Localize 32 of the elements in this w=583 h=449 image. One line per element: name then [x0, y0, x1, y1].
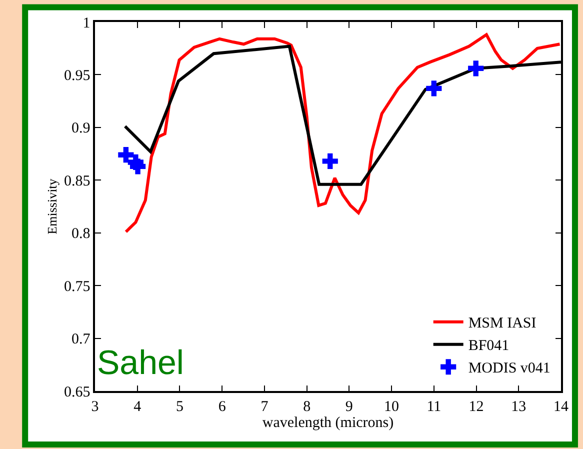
legend-label: MODIS v041	[468, 360, 550, 377]
annotation: Sahel	[97, 344, 184, 382]
x-tick-label: 10	[384, 398, 400, 415]
point	[468, 60, 484, 76]
x-tick-label: 14	[554, 398, 569, 415]
x-tick-label: 13	[511, 398, 526, 415]
point	[130, 158, 146, 174]
y-tick-label: 0.9	[72, 120, 90, 137]
x-axis-title: wavelength (microns)	[262, 414, 394, 431]
y-tick-label: 0.65	[64, 384, 90, 400]
x-tick-label: 7	[260, 398, 269, 415]
x-tick-label: 3	[91, 398, 99, 415]
x-tick-label: 4	[134, 398, 142, 415]
point	[426, 80, 442, 96]
y-tick-label: 1	[82, 15, 90, 32]
legend-label: MSM IASI	[468, 316, 536, 332]
y-axis-title: Emissivity	[44, 178, 60, 234]
point	[322, 153, 338, 169]
y-tick-label: 0.75	[64, 278, 90, 295]
y-tick-label: 0.95	[64, 68, 90, 84]
x-tick-label: 12	[468, 398, 484, 415]
y-tick-label: 0.8	[72, 226, 90, 242]
line-series	[124, 33, 561, 234]
x-tick-label: 9	[345, 398, 353, 415]
legend-label: BF041	[468, 338, 510, 354]
y-tick-label: 0.85	[64, 173, 90, 190]
y-tick-label: 0.7	[72, 332, 91, 348]
x-tick-label: 8	[303, 398, 311, 415]
x-tick-label: 11	[426, 398, 442, 415]
x-tick-label: 5	[176, 398, 184, 415]
point	[118, 147, 134, 163]
x-tick-label: 6	[218, 398, 226, 415]
